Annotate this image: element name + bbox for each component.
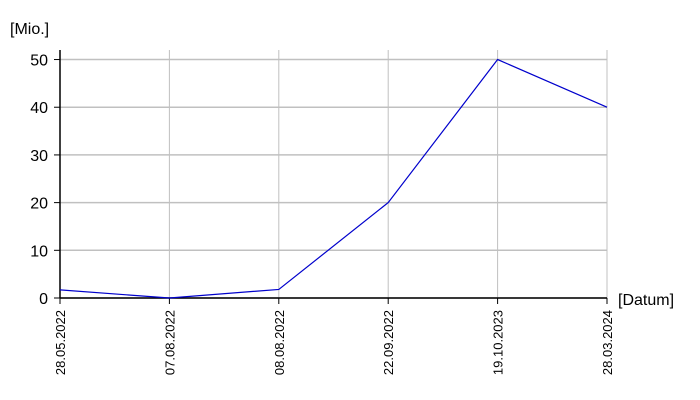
- y-tick-label: 50: [30, 53, 48, 70]
- x-axis-label: [Datum]: [618, 292, 674, 309]
- y-axis-label: [Mio.]: [10, 21, 49, 38]
- y-tick-label: 10: [30, 243, 48, 260]
- x-tick-label: 08.08.2022: [272, 310, 287, 375]
- y-tick-label: 30: [30, 148, 48, 165]
- y-tick-label: 40: [30, 100, 48, 117]
- x-tick-label: 28.05.2022: [53, 310, 68, 375]
- y-tick-label: 20: [30, 196, 48, 213]
- x-tick-label: 28.03.2024: [600, 310, 615, 375]
- x-tick-label: 19.10.2023: [491, 310, 506, 375]
- data-line: [59, 58, 608, 299]
- y-tick-label: 0: [39, 291, 48, 308]
- x-tick-label: 22.09.2022: [381, 310, 396, 375]
- x-tick-label: 07.08.2022: [162, 310, 177, 375]
